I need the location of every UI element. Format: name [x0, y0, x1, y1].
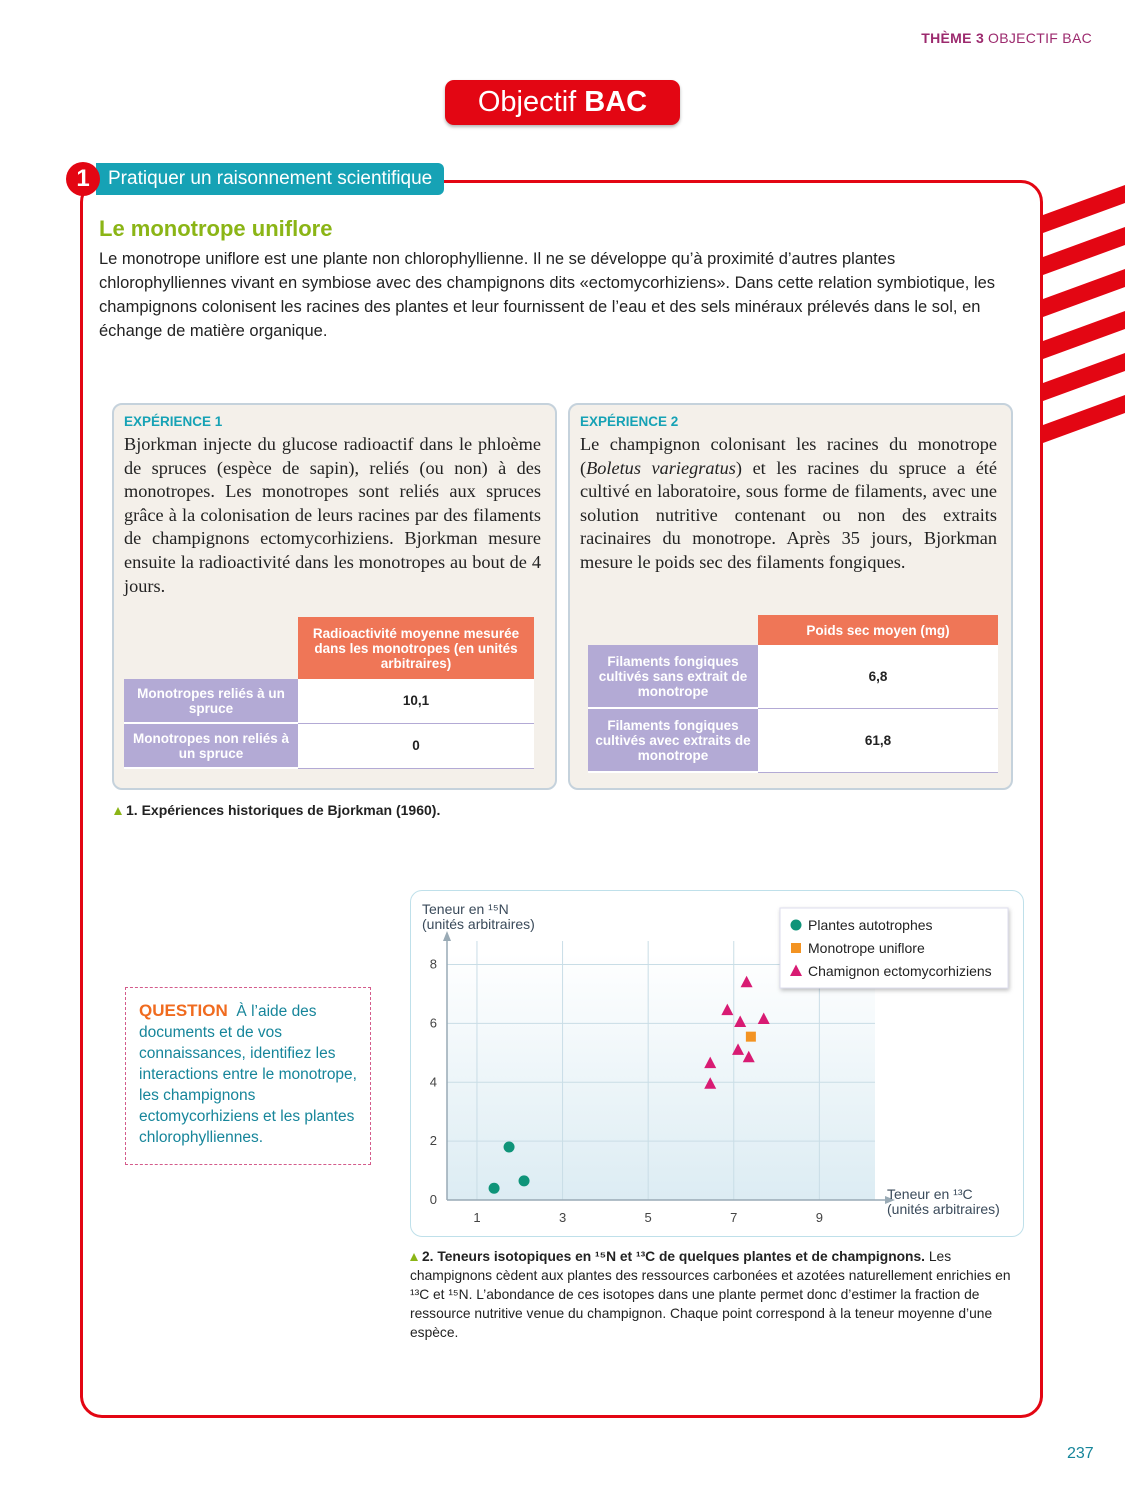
caption-text: 1. Expériences historiques de Bjorkman (…: [126, 802, 441, 818]
theme: THÈME 3: [921, 30, 985, 46]
data-table: Poids sec moyen (mg) Filaments fongiques…: [588, 615, 998, 773]
y-axis-arrow: [443, 931, 451, 941]
legend: Plantes autotrophes Monotrope uniflore Cha…: [779, 907, 1009, 989]
question-label: QUESTION: [139, 1001, 228, 1020]
experiment-label: EXPÉRIENCE 1: [124, 414, 223, 429]
species-name: Boletus variegratus: [586, 457, 736, 478]
row-label: Monotropes reliés à un spruce: [124, 679, 298, 724]
skill-tab: Pratiquer un raisonnement scientifique: [96, 163, 445, 195]
point: [745, 1031, 756, 1042]
title-prefix: Objectif: [477, 86, 577, 118]
legend-marker: [790, 964, 802, 976]
running-header: THÈME 3 OBJECTIF BAC: [921, 30, 1092, 46]
x-axis-label: (unités arbitraires): [887, 1201, 1000, 1217]
question: QUESTION À l’aide des documents et de vo…: [139, 1000, 364, 1148]
text-part: ) et les racines du spruce a été cultivé…: [580, 457, 998, 572]
text-part: Le champignon colonisant les racines du …: [580, 434, 997, 478]
y-tick-label: 0: [430, 1192, 437, 1207]
decor-stripes: [1043, 185, 1125, 443]
row-label: Filaments fongiques cultivés avec extrai…: [588, 708, 758, 773]
y-tick-label: 6: [430, 1015, 437, 1030]
point: [721, 1003, 734, 1016]
caption-text: Les champignons cèdent aux plantes des r…: [410, 1249, 1011, 1340]
x-tick-label: 1: [473, 1210, 480, 1225]
experiment-box: EXPÉRIENCE 2 Le champignon colonisant le…: [568, 403, 1013, 790]
caption-marker: [410, 1253, 418, 1261]
chart-frame: [410, 890, 1024, 1237]
x-tick-label: 5: [645, 1210, 652, 1225]
cell-value: 6,8: [758, 645, 998, 709]
table-header: Poids sec moyen (mg): [758, 615, 998, 645]
exercise-frame: [80, 180, 1043, 1418]
experiment-box: EXPÉRIENCE 1 Bjorkman injecte du glucose…: [112, 403, 557, 790]
experiment-text: Bjorkman injecte du glucose radioactif d…: [124, 434, 541, 596]
point: [732, 1043, 745, 1055]
legend-label: Chamignon ectomycorhiziens: [808, 963, 992, 979]
legend-marker: [791, 943, 801, 953]
y-tick-label: 4: [430, 1074, 437, 1089]
table-header: Radioactivité moyenne mesurée dans les m…: [298, 617, 534, 679]
row-label: Monotropes non reliés à un spruce: [124, 723, 298, 769]
y-axis-label: (unités arbitraires): [422, 916, 535, 932]
point: [704, 1056, 717, 1069]
exercise-heading: Le monotrope uniflore: [99, 216, 333, 241]
data-table: Radioactivité moyenne mesurée dans les m…: [124, 617, 534, 769]
point: [734, 1015, 747, 1027]
x-axis-label: Teneur en ¹³C: [887, 1186, 973, 1202]
figure-caption: 2. Teneurs isotopiques en ¹⁵N et ¹³C de …: [410, 1247, 1025, 1342]
cell-value: 0: [298, 723, 534, 769]
x-axis-arrow: [885, 1196, 895, 1204]
question-box: QUESTION À l’aide des documents et de vo…: [125, 987, 371, 1165]
y-axis-label: Teneur en ¹⁵N: [422, 901, 509, 917]
caption-marker: [114, 807, 122, 815]
point: [704, 1077, 717, 1089]
legend-marker: [790, 919, 802, 931]
x-tick-label: 7: [730, 1210, 737, 1225]
caption-title: 2. Teneurs isotopiques en ¹⁵N et ¹³C de …: [422, 1249, 925, 1264]
point: [757, 1012, 770, 1024]
cell-value: 10,1: [298, 679, 534, 724]
question-text: À l’aide des documents et de vos connais…: [139, 1003, 357, 1146]
x-tick-label: 9: [816, 1210, 823, 1225]
experiment-label: EXPÉRIENCE 2: [580, 414, 679, 429]
y-tick-label: 2: [430, 1133, 437, 1148]
x-tick-label: 3: [559, 1210, 566, 1225]
section: OBJECTIF BAC: [988, 30, 1092, 46]
legend-label: Monotrope uniflore: [808, 940, 925, 956]
plot-background: [447, 953, 875, 1200]
point: [742, 1050, 755, 1063]
title-emphasis: BAC: [584, 86, 648, 118]
point: [488, 1182, 500, 1194]
figure-caption: 1. Expériences historiques de Bjorkman (…: [114, 802, 440, 818]
legend-label: Plantes autotrophes: [808, 917, 933, 933]
exercise-number: 1: [66, 162, 100, 196]
point: [518, 1175, 530, 1187]
legend-box: [779, 907, 1009, 989]
point: [740, 975, 753, 988]
experiment-text: Le champignon colonisant les racines du …: [580, 433, 997, 575]
y-tick-label: 8: [430, 957, 437, 972]
intro-text: Le monotrope uniflore est une plante non…: [99, 250, 996, 340]
page-number: 237: [1067, 1445, 1094, 1462]
point: [503, 1141, 515, 1153]
title-badge: Objectif BAC: [445, 80, 680, 125]
cell-value: 61,8: [758, 708, 998, 773]
row-label: Filaments fongiques cultivés sans extrai…: [588, 645, 758, 709]
